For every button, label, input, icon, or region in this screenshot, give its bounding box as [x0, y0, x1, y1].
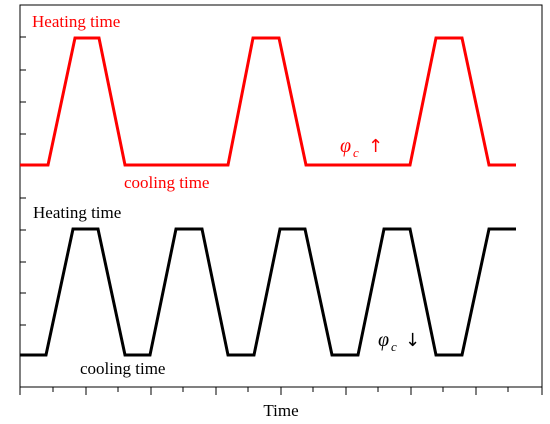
plot-frame [19, 4, 543, 388]
up-arrow-icon: ↑ [368, 136, 383, 157]
bottom-phi-subscript: c [391, 339, 397, 354]
bottom-phi-annotation: φ c ↓ [378, 329, 420, 354]
bottom-phi-symbol: φ [378, 329, 389, 351]
x-axis-title: Time [263, 401, 298, 420]
bottom-waveform-line [20, 227, 516, 357]
down-arrow-icon: ↓ [405, 330, 420, 351]
top-heating-label: Heating time [32, 12, 120, 31]
top-phi-subscript: c [353, 145, 359, 160]
x-axis-ticks [19, 387, 543, 395]
top-cooling-label: cooling time [124, 173, 209, 192]
bottom-cooling-label: cooling time [80, 359, 165, 378]
bottom-heating-label: Heating time [33, 203, 121, 222]
y-axis-ticks [20, 36, 26, 357]
top-waveform-line [20, 36, 516, 167]
top-phi-symbol: φ [340, 135, 351, 157]
top-phi-annotation: φ c ↑ [340, 135, 383, 160]
